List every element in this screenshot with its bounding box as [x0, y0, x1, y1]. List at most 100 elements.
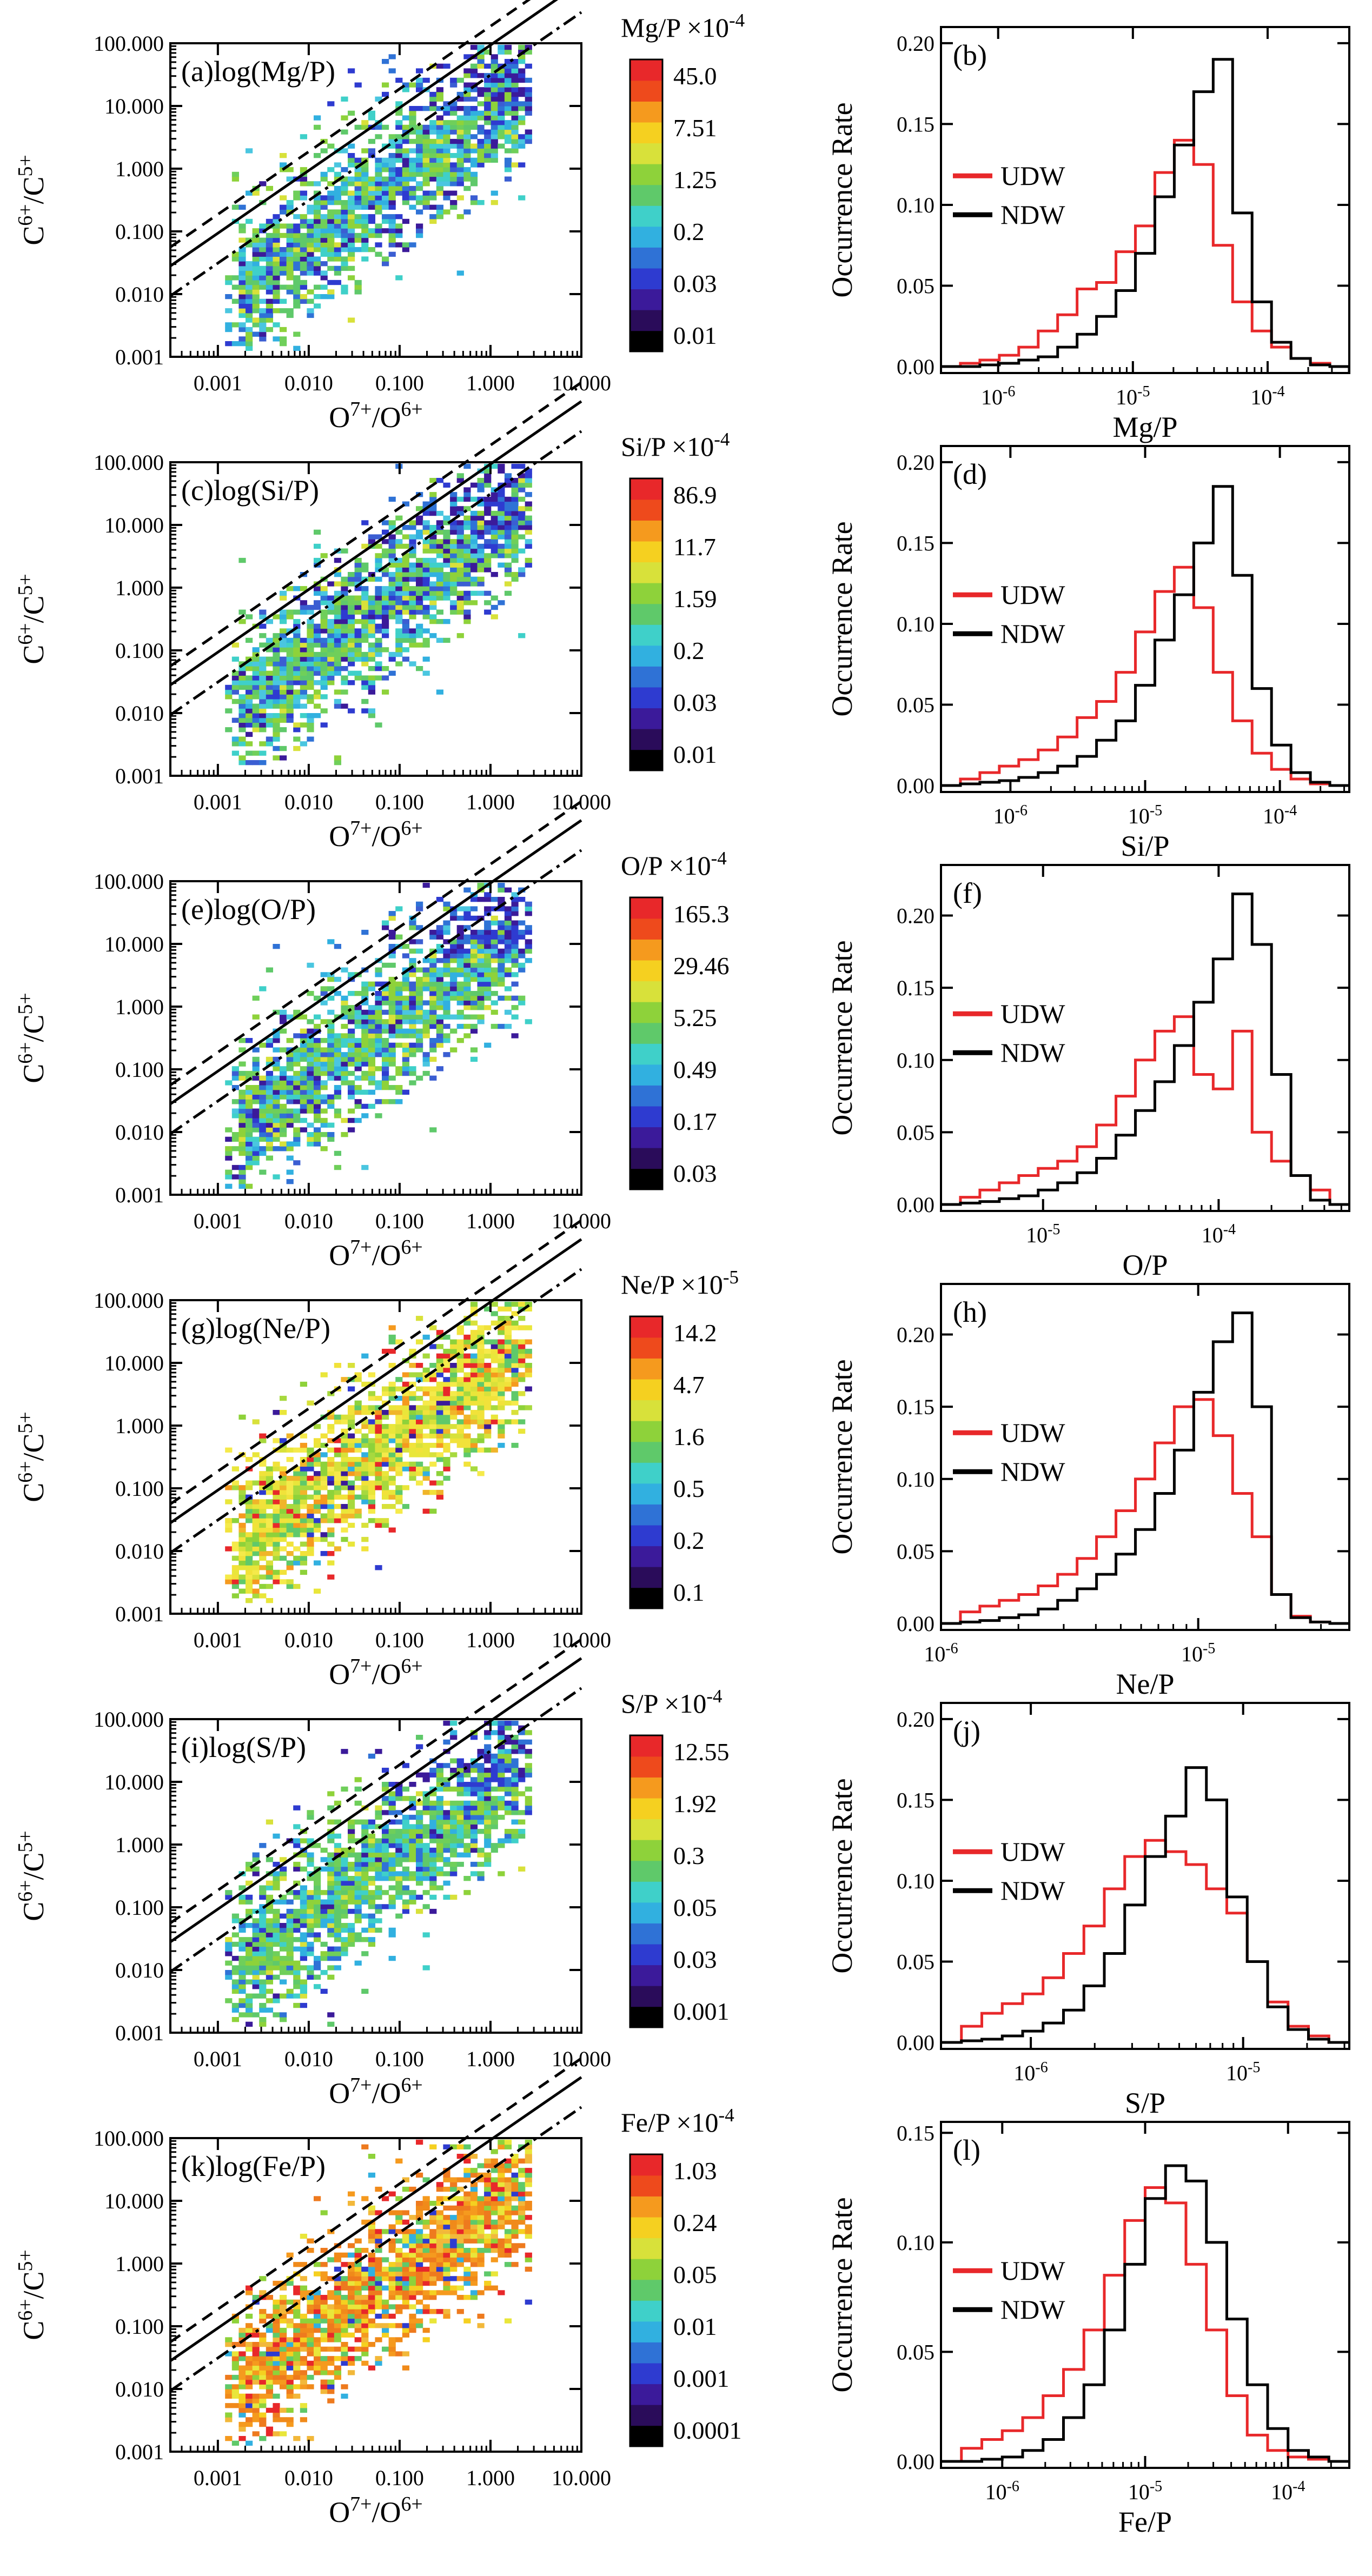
heatmap-cell — [341, 1000, 348, 1006]
heatmap-cell — [341, 689, 348, 695]
heatmap-cell — [504, 49, 512, 55]
heatmap-cell — [334, 1480, 341, 1486]
heatmap-cell — [300, 1569, 307, 1575]
heatmap-cell — [484, 87, 492, 92]
heatmap-cell — [354, 991, 362, 996]
heatmap-cell — [259, 1988, 267, 1994]
heatmap-cell — [238, 1513, 246, 1519]
heatmap-cell — [450, 958, 458, 963]
heatmap-cell — [252, 1508, 260, 1514]
heatmap-cell — [300, 703, 307, 709]
y-tick-label: 0.001 — [115, 764, 164, 788]
heatmap-cell — [293, 1555, 301, 1561]
heatmap-cell — [450, 1405, 458, 1410]
heatmap-cell — [518, 1372, 526, 1377]
heatmap-cell — [348, 595, 355, 601]
heatmap-cell — [416, 148, 423, 154]
heatmap-cell — [436, 991, 443, 996]
heatmap-cell — [470, 1438, 478, 1443]
heatmap-cell — [314, 1113, 321, 1119]
heatmap-cell — [498, 1344, 505, 1349]
colorbar-title: Ne/P ×10-5 — [621, 1267, 739, 1300]
heatmap-cell — [246, 1923, 253, 1928]
heatmap-cell — [491, 1339, 498, 1344]
heatmap-cell — [320, 1941, 328, 1947]
heatmap-cell — [518, 77, 526, 83]
heatmap-cell — [382, 1042, 389, 1048]
heatmap-cell — [416, 228, 423, 234]
heatmap-cell — [382, 1019, 389, 1024]
heatmap-cell — [375, 157, 382, 163]
heatmap-cell — [436, 925, 443, 930]
heatmap-cell — [456, 595, 464, 601]
heatmap-cell — [456, 604, 464, 610]
heatmap-cell — [443, 129, 450, 135]
x-tick-label: 0.001 — [194, 1628, 242, 1652]
heatmap-cell — [504, 572, 512, 577]
heatmap-cell — [429, 1372, 437, 1377]
heatmap-cell — [286, 675, 294, 681]
colorbar-tick-label: 14.2 — [673, 1319, 717, 1347]
heatmap-cell — [382, 1471, 389, 1476]
heatmap-cell — [368, 1428, 375, 1434]
heatmap-cell — [341, 1480, 348, 1486]
heatmap-cell — [361, 1536, 369, 1542]
heatmap-cell — [314, 1880, 321, 1886]
heatmap-cell — [456, 520, 464, 525]
heatmap-cell — [436, 1014, 443, 1020]
heatmap-cell — [498, 515, 505, 521]
heatmap-cell — [382, 675, 389, 681]
heatmap-cell — [491, 101, 498, 106]
heatmap-cell — [307, 1838, 314, 1843]
heatmap-cell — [307, 1094, 314, 1100]
heatmap-cell — [273, 1551, 280, 1556]
heatmap-cell — [443, 190, 450, 196]
heatmap-cell — [348, 1466, 355, 1472]
heatmap-cell — [429, 1344, 437, 1349]
heatmap-cell — [416, 562, 423, 568]
heatmap-cell — [252, 242, 260, 248]
heatmap-cell — [273, 1993, 280, 1999]
heatmap-cell — [334, 256, 341, 262]
heatmap-cell — [252, 317, 260, 323]
heatmap-cell — [320, 708, 328, 714]
heatmap-cell — [341, 265, 348, 271]
heatmap-cell — [361, 628, 369, 634]
heatmap-cell — [368, 181, 375, 187]
heatmap-cell — [422, 586, 430, 591]
heatmap-cell — [300, 1108, 307, 1114]
heatmap-cell — [436, 153, 443, 158]
heatmap-cell — [266, 1038, 273, 1043]
heatmap-cell — [504, 939, 512, 944]
heatmap-cell — [327, 1885, 335, 1891]
heatmap-cell — [375, 628, 382, 634]
heatmap-cell — [273, 1117, 280, 1123]
heatmap-cell — [429, 1038, 437, 1043]
heatmap-cell — [266, 1499, 273, 1505]
heatmap-cell — [246, 1941, 253, 1947]
colorbar-segment — [630, 247, 662, 269]
heatmap-cell — [225, 1518, 233, 1523]
heatmap-cell — [259, 708, 267, 714]
heatmap-cell — [238, 1899, 246, 1905]
heatmap-cell — [354, 651, 362, 657]
heatmap-cell — [368, 1009, 375, 1015]
heatmap-cell — [436, 576, 443, 582]
heatmap-cell — [273, 727, 280, 733]
heatmap-cell — [320, 176, 328, 182]
heatmap-cell — [266, 317, 273, 323]
heatmap-cell — [266, 218, 273, 224]
heatmap-cell — [327, 190, 335, 196]
heatmap-cell — [314, 195, 321, 201]
heatmap-cell — [443, 1461, 450, 1467]
colorbar-tick-label: 0.01 — [673, 741, 717, 768]
heatmap-cell — [225, 1127, 233, 1133]
heatmap-cell — [320, 284, 328, 290]
heatmap-cell — [416, 195, 423, 201]
heatmap-cell — [314, 115, 321, 121]
heatmap-cell — [416, 1466, 423, 1472]
heatmap-cell — [456, 120, 464, 125]
heatmap-cell — [429, 967, 437, 973]
heatmap-cell — [259, 689, 267, 695]
